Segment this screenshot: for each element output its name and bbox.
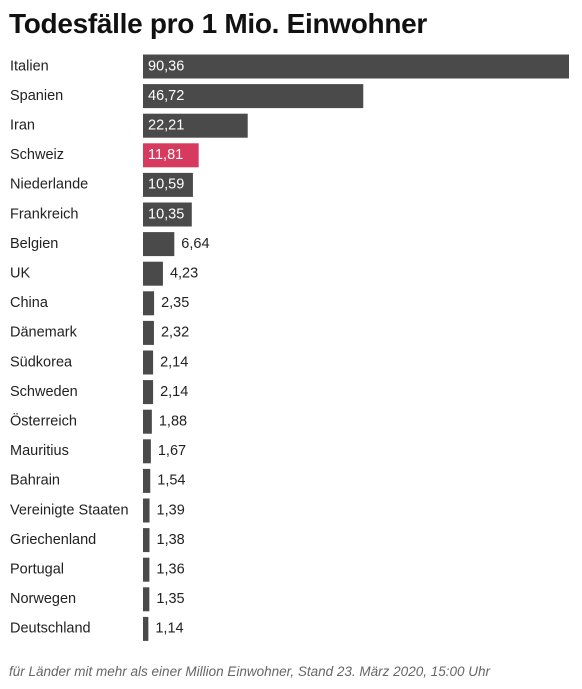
value-label: 22,21 [148,118,184,134]
category-label: China [10,295,49,311]
category-label: Griechenland [10,532,96,548]
value-label: 1,38 [157,532,185,548]
value-label: 46,72 [148,88,184,104]
category-label: UK [10,266,30,282]
value-label: 2,32 [161,325,189,341]
value-label: 1,39 [157,502,185,518]
bar-uk [143,261,163,286]
bar-schweden [143,380,154,405]
bar-chart: Italien 90,36 Spanien 46,72 Iran 22,21 Schweiz… [10,54,569,641]
bar-norwegen [143,587,150,612]
value-label: 1,14 [155,621,183,637]
category-label: Frankreich [10,206,79,222]
chart-footnote: für Länder mit mehr als einer Million Ei… [9,664,490,679]
bar-frankreich [143,202,192,227]
category-label: Italien [10,58,49,74]
category-label: Iran [10,118,35,134]
value-label: 4,23 [170,266,198,282]
category-label: Belgien [10,236,58,252]
value-label: 90,36 [148,58,184,74]
category-label: Südkorea [10,354,73,370]
value-label: 1,35 [156,591,184,607]
category-label: Dänemark [10,325,78,341]
category-label: Schweden [10,384,78,400]
bar-dänemark [143,320,154,345]
value-label: 10,59 [148,177,184,193]
bar-italien [143,54,569,79]
bar-spanien [143,84,364,109]
bar-niederlande [143,172,193,197]
value-label: 1,88 [159,414,187,430]
value-label: 1,67 [158,443,186,459]
bar-iran [143,113,248,138]
value-label: 10,35 [148,206,184,222]
bar-griechenland [143,528,150,553]
bar-österreich [143,409,152,434]
bar-mauritius [143,439,151,464]
value-label: 1,54 [157,473,185,489]
category-label: Deutschland [10,621,91,637]
bar-bahrain [143,468,151,493]
value-label: 2,14 [160,384,188,400]
bar-südkorea [143,350,154,375]
category-label: Portugal [10,562,64,578]
category-label: Schweiz [10,147,64,163]
bar-portugal [143,557,150,582]
value-label: 1,36 [156,562,184,578]
category-label: Österreich [10,412,77,430]
bar-china [143,291,155,316]
value-label: 2,14 [160,354,188,370]
bar-belgien [143,232,175,257]
category-label: Niederlande [10,177,88,193]
bar-vereinigte-staaten [143,498,150,523]
bar-schweiz [143,143,199,168]
chart-title: Todesfälle pro 1 Mio. Einwohner [9,8,428,39]
value-label: 6,64 [181,236,209,252]
bar-deutschland [143,616,149,641]
category-label: Spanien [10,88,63,104]
category-label: Norwegen [10,591,76,607]
value-label: 11,81 [148,147,183,163]
category-label: Bahrain [10,473,60,489]
value-label: 2,35 [161,295,189,311]
category-label: Vereinigte Staaten [10,502,129,518]
category-label: Mauritius [10,443,69,459]
